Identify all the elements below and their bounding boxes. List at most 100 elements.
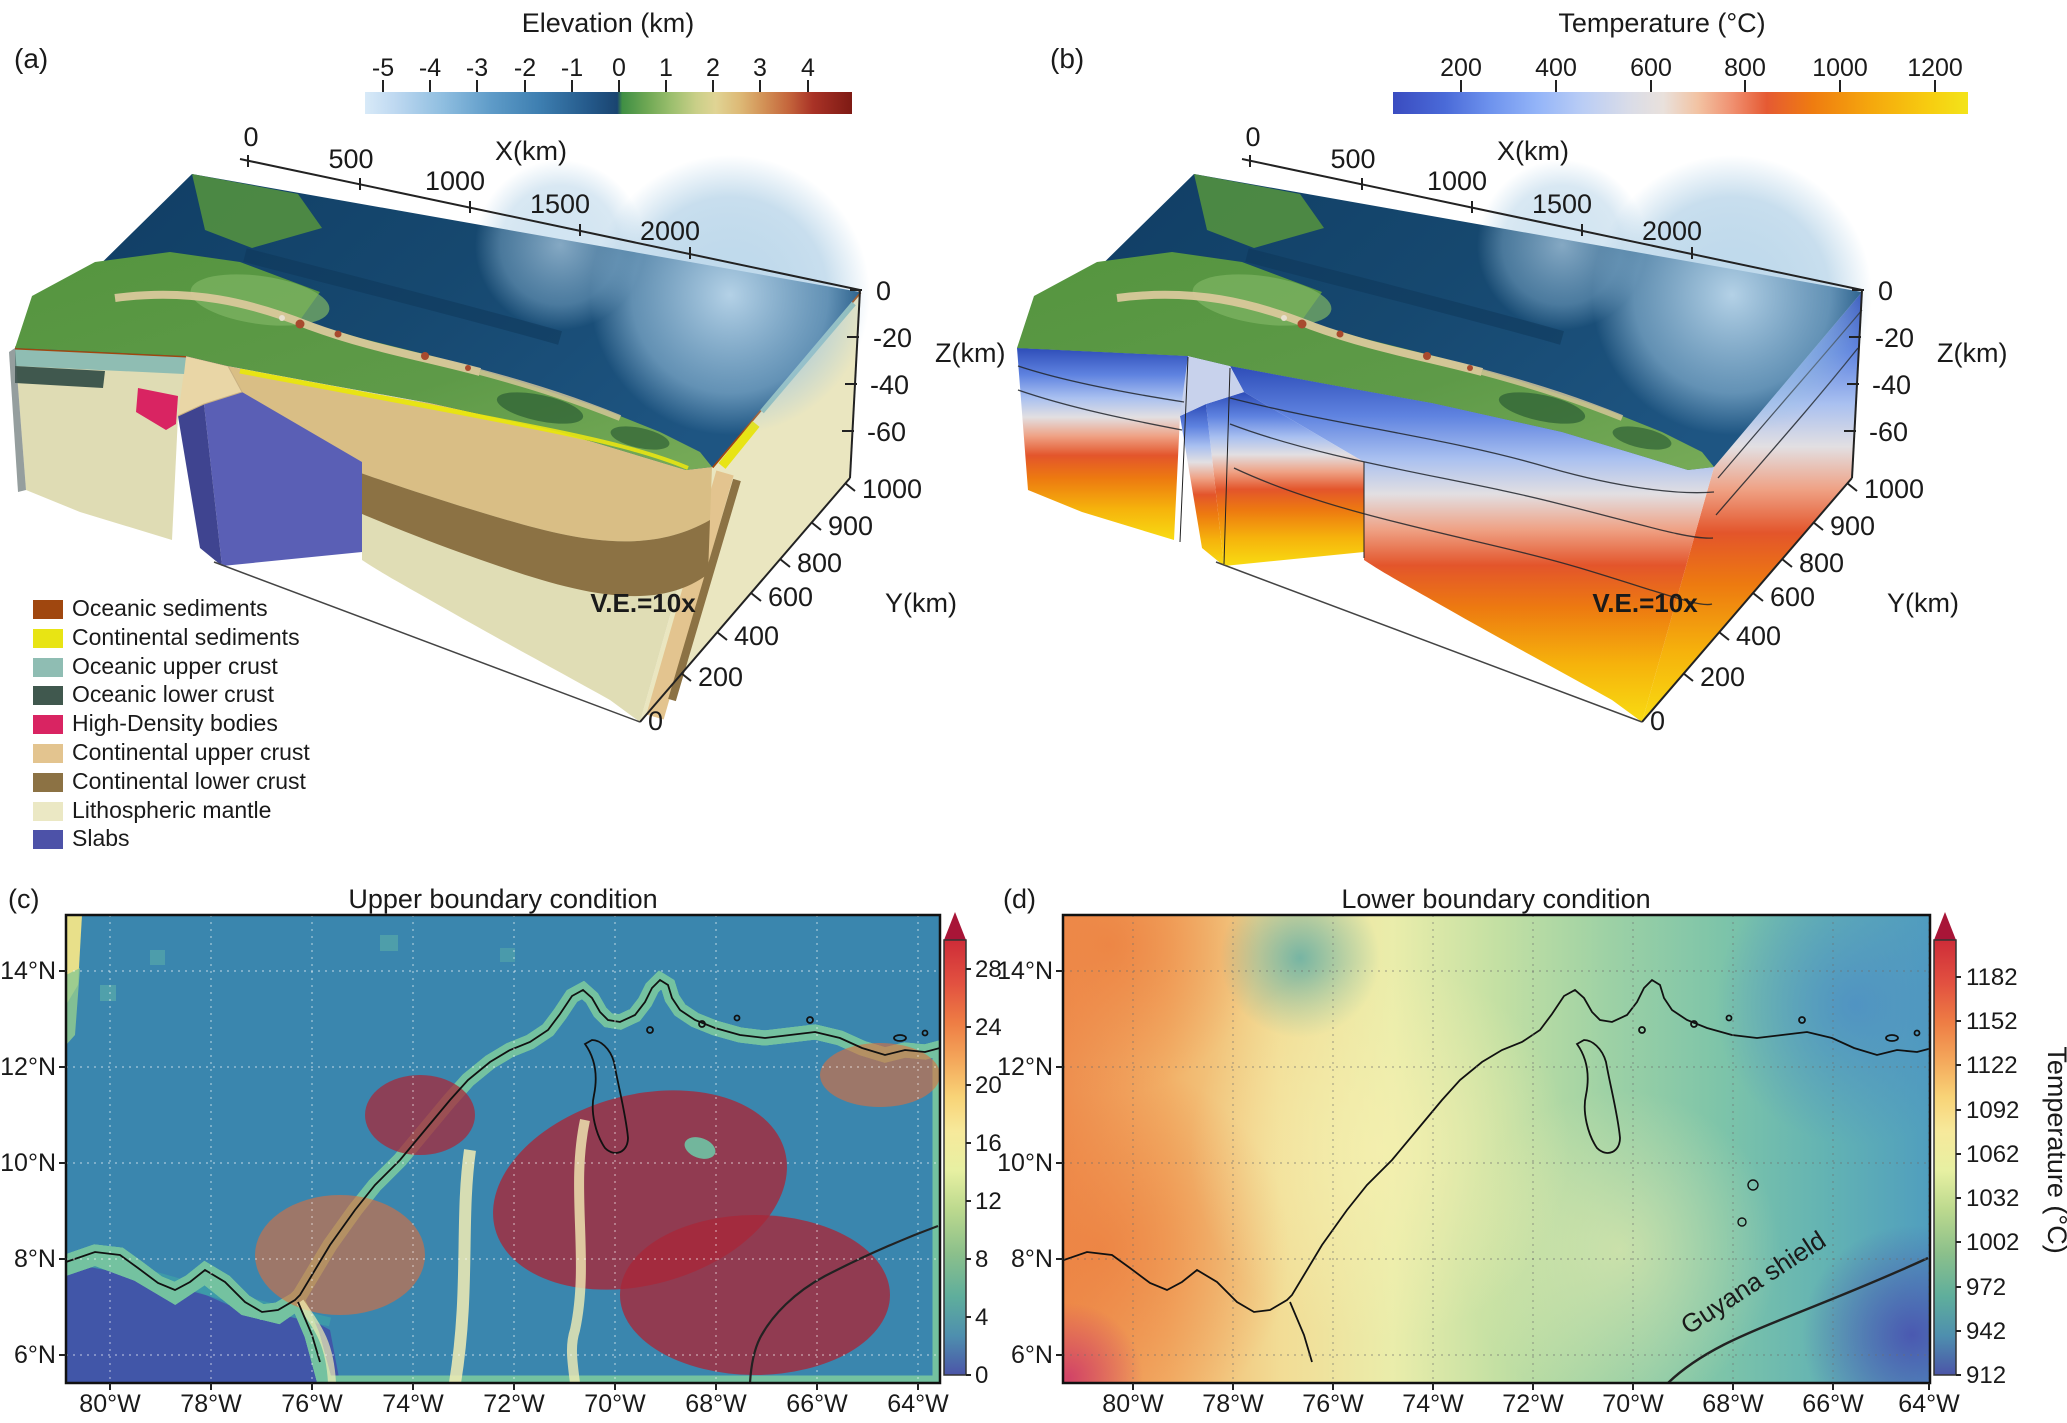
basal-temperature-colorbar: 912 942 972 1002 1032 1062 1092 1122 115…	[1933, 912, 2067, 1389]
x-tick-label: 1000	[425, 166, 485, 196]
colorbar-tick-label: 8	[975, 1246, 988, 1273]
z-axis-title: Z(km)	[1937, 338, 2007, 368]
panel-b-axis-labels: 0 500 1000 1500 2000 X(km) 0 -20 -40 -60…	[1245, 122, 2007, 736]
colorbar-tick-label: 912	[1966, 1362, 2006, 1389]
x-tick-label: 0	[243, 122, 258, 152]
x-tick-label: 1500	[530, 189, 590, 219]
colorbar-tick-label: 16	[975, 1130, 1002, 1157]
legend-label: Continental upper crust	[72, 739, 310, 765]
panel-b: (b) Temperature (°C) 200 400 600 800 100…	[1017, 8, 2007, 736]
colorbar-tick-label: -2	[514, 54, 536, 82]
panel-d-label: (d)	[1003, 884, 1036, 914]
panel-c-axis-ticks: 80°W 78°W 76°W 74°W 72°W 70°W 68°W 66°W …	[0, 957, 949, 1418]
legend-label: Continental lower crust	[72, 768, 307, 794]
vertical-exaggeration-note: V.E.=10x	[1592, 588, 1698, 618]
lon-tick-label: 74°W	[382, 1390, 444, 1418]
colorbar-tick-label: 200	[1440, 54, 1482, 82]
x-axis-title: X(km)	[1497, 136, 1569, 166]
y-tick-label: 400	[1736, 621, 1781, 651]
colorbar-tick-label: 4	[975, 1304, 988, 1331]
panel-a-axis-labels: 0 500 1000 1500 2000 X(km) 0 -20 -40 -60…	[243, 122, 1005, 736]
z-tick-label: -40	[870, 370, 909, 400]
lon-tick-label: 70°W	[1602, 1390, 1664, 1418]
lower-boundary-map: Guyana shield	[1063, 915, 1930, 1383]
legend-swatch	[33, 629, 63, 648]
lon-tick-label: 64°W	[887, 1390, 949, 1418]
x-tick-label: 1000	[1427, 166, 1487, 196]
colorbar-tick-label: 24	[975, 1014, 1002, 1041]
vertical-exaggeration-note: V.E.=10x	[590, 588, 696, 618]
colorbar-tick-label: 1032	[1966, 1185, 2019, 1212]
colorbar-tick-label: 1	[659, 54, 673, 82]
x-tick-label: 1500	[1532, 189, 1592, 219]
x-axis-title: X(km)	[495, 136, 567, 166]
upper-boundary-map	[66, 915, 940, 1383]
colorbar-tick-label: 1122	[1966, 1052, 2018, 1079]
y-tick-label: 0	[648, 706, 663, 736]
legend-label: Oceanic sediments	[72, 595, 268, 621]
colorbar-tick-label: 1002	[1966, 1229, 2019, 1256]
colorbar-tick-label: 28	[975, 956, 1002, 983]
y-tick-label: 800	[1799, 548, 1844, 578]
y-tick-label: 200	[1700, 662, 1745, 692]
y-tick-label: 400	[734, 621, 779, 651]
colorbar-tick-label: 800	[1724, 54, 1766, 82]
z-axis-title: Z(km)	[935, 338, 1005, 368]
legend-swatch	[33, 658, 63, 677]
z-tick-label: -20	[1875, 323, 1914, 353]
legend-swatch	[33, 744, 63, 763]
lon-tick-label: 80°W	[1102, 1390, 1164, 1418]
lat-tick-label: 14°N	[997, 957, 1053, 985]
lat-tick-label: 14°N	[0, 957, 56, 985]
lon-tick-label: 66°W	[1802, 1390, 1864, 1418]
lon-tick-label: 72°W	[483, 1390, 545, 1418]
temperature-colorbar-title: Temperature (°C)	[1558, 8, 1765, 38]
temperature-block-3d: V.E.=10x	[1017, 155, 1872, 723]
elevation-colorbar-title: Elevation (km)	[522, 8, 695, 38]
panel-a: (a) Elevation (km) -5 -4 -3 -2 -1 0 1 2 …	[9, 8, 1005, 851]
x-tick-label: 2000	[640, 216, 700, 246]
panel-d: (d) Lower boundary condition Guyana shie…	[997, 884, 2067, 1418]
lon-tick-label: 80°W	[79, 1390, 141, 1418]
x-tick-label: 500	[328, 144, 373, 174]
y-axis-title: Y(km)	[1887, 588, 1959, 618]
panel-c-label: (c)	[8, 884, 39, 914]
colorbar-tick-label: -1	[561, 54, 583, 82]
lon-tick-label: 72°W	[1502, 1390, 1564, 1418]
y-tick-label: 800	[797, 548, 842, 578]
y-tick-label: 200	[698, 662, 743, 692]
colorbar-tick-label: -4	[419, 54, 441, 82]
colorbar-tick-label: 400	[1535, 54, 1577, 82]
legend-label: Continental sediments	[72, 624, 300, 650]
colorbar-tick-label: 1062	[1966, 1141, 2019, 1168]
panel-b-label: (b)	[1050, 43, 1084, 74]
y-tick-label: 1000	[862, 474, 922, 504]
legend-swatch	[33, 773, 63, 792]
lat-tick-label: 6°N	[14, 1341, 56, 1369]
legend-swatch	[33, 600, 63, 619]
elevation-colorbar: Elevation (km) -5 -4 -3 -2 -1 0 1 2 3 4	[365, 8, 852, 114]
z-tick-label: 0	[876, 276, 891, 306]
lat-tick-label: 10°N	[997, 1149, 1053, 1177]
y-tick-label: 1000	[1864, 474, 1924, 504]
panel-a-label: (a)	[14, 43, 48, 74]
z-tick-label: -60	[1869, 417, 1908, 447]
colorbar-tick-label: 4	[801, 54, 815, 82]
legend-label: Slabs	[72, 825, 130, 851]
legend-swatch	[33, 802, 63, 821]
x-tick-label: 0	[1245, 122, 1260, 152]
legend-label: High-Density bodies	[72, 710, 278, 736]
colorbar-tick-label: 12	[975, 1188, 1002, 1215]
legend-label: Oceanic upper crust	[72, 653, 278, 679]
legend-swatch	[33, 686, 63, 705]
lon-tick-label: 66°W	[786, 1390, 848, 1418]
panel-d-axis-ticks: 80°W 78°W 76°W 74°W 72°W 70°W 68°W 66°W …	[997, 957, 1960, 1418]
lat-tick-label: 10°N	[0, 1149, 56, 1177]
legend-swatch	[33, 715, 63, 734]
colorbar-tick-label: -5	[372, 54, 394, 82]
lat-tick-label: 8°N	[14, 1245, 56, 1273]
y-tick-label: 600	[1770, 582, 1815, 612]
colorbar-tick-label: 1092	[1966, 1097, 2019, 1124]
legend-swatch	[33, 830, 63, 849]
